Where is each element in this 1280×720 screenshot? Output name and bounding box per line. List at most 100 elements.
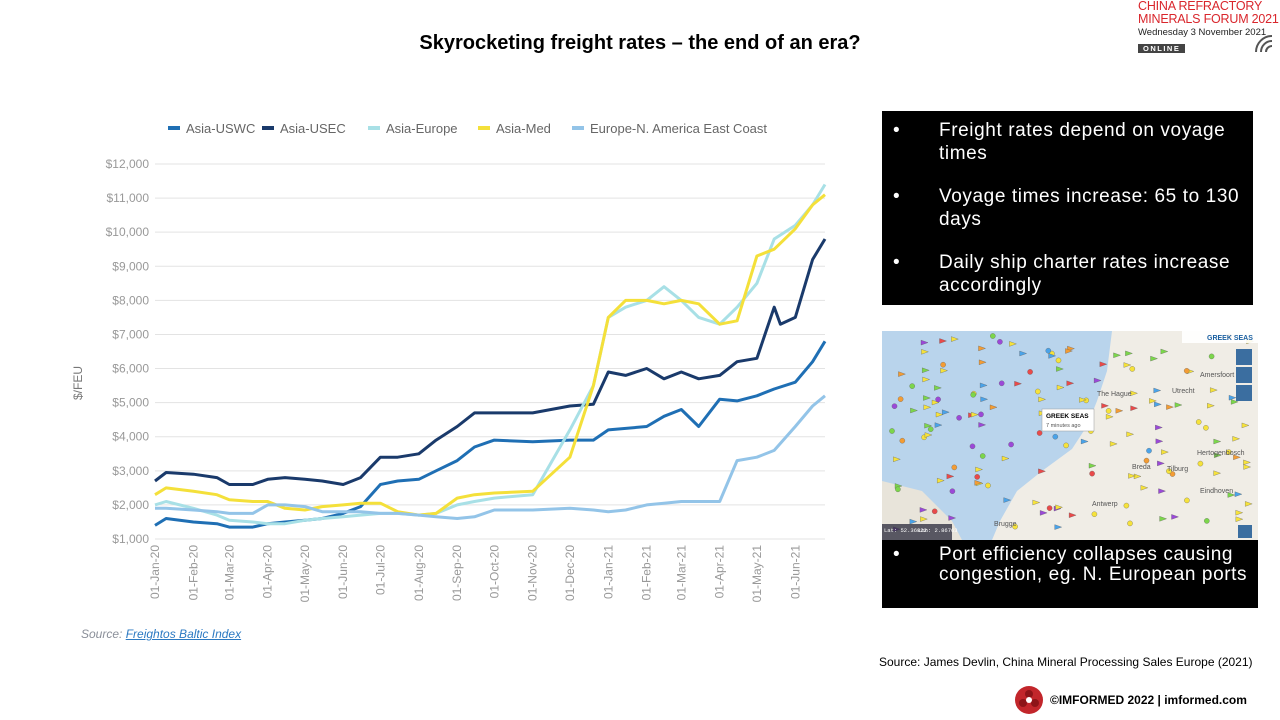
vessel-marker xyxy=(1038,468,1046,475)
info-icon[interactable] xyxy=(1238,525,1252,538)
x-tick-label: 01-Jan-20 xyxy=(148,545,162,599)
map-header xyxy=(1182,331,1258,343)
legend-label: Europe-N. America East Coast xyxy=(590,121,767,136)
imformed-logo-icon xyxy=(1015,686,1043,714)
x-tick-label: 01-Oct-20 xyxy=(487,545,501,599)
vessel-marker xyxy=(924,432,933,438)
place-label: Utrecht xyxy=(1172,388,1195,395)
source-note: Source: James Devlin, China Mineral Proc… xyxy=(879,655,1253,669)
expand-icon[interactable] xyxy=(1236,385,1252,401)
y-tick-label: $8,000 xyxy=(112,293,149,307)
y-tick-label: $11,000 xyxy=(107,191,150,205)
vessel-marker xyxy=(1123,362,1132,368)
place-label: Amersfoort xyxy=(1200,372,1234,379)
vessel-marker xyxy=(934,422,943,428)
vessel-marker xyxy=(1213,438,1222,445)
place-label: Brugge xyxy=(994,521,1017,528)
place-label: Antwerp xyxy=(1092,501,1118,508)
layers-icon[interactable] xyxy=(1236,349,1252,365)
x-tick-label: 01-Jan-21 xyxy=(601,545,615,599)
vessel-marker xyxy=(1127,520,1133,527)
vessel-popup-time: 7 minutes ago xyxy=(1046,423,1081,429)
vessel-marker xyxy=(1019,350,1028,357)
vessel-marker xyxy=(951,336,959,342)
coords-lat: Lat: 52.36822 xyxy=(884,527,927,534)
vessel-marker xyxy=(1123,502,1130,509)
vessel-marker xyxy=(889,428,895,434)
y-tick-label: $10,000 xyxy=(106,225,150,239)
vessel-marker xyxy=(920,516,928,522)
map-toolbar[interactable] xyxy=(1236,349,1252,401)
vessel-marker xyxy=(1149,398,1157,404)
vessel-marker xyxy=(1128,473,1136,479)
vessel-marker xyxy=(1197,460,1204,467)
vessel-marker xyxy=(1105,408,1112,414)
vessel-marker xyxy=(1046,505,1053,511)
y-tick-label: $9,000 xyxy=(112,259,149,273)
forum-logo: CHINA REFRACTORY MINERALS FORUM 2021 Wed… xyxy=(1138,0,1280,56)
legend-label: Asia-USWC xyxy=(186,121,255,136)
bullet-marker: • xyxy=(893,252,901,273)
vessel-popup-name: GREEK SEAS xyxy=(1046,413,1089,420)
place-label: Hertogenbosch xyxy=(1197,450,1245,457)
vessel-marker xyxy=(997,339,1003,345)
vessel-marker xyxy=(1063,442,1069,449)
vessel-marker xyxy=(910,407,918,414)
freightos-link[interactable]: Freightos Baltic Index xyxy=(125,627,242,641)
vessel-marker xyxy=(939,338,947,344)
vessel-marker xyxy=(1036,430,1043,436)
place-label: The Hague xyxy=(1097,391,1132,398)
chart-legend: Asia-USWC Asia-USEC Asia-Europe Asia-Med Eur… xyxy=(168,121,767,136)
vessel-marker xyxy=(1109,441,1118,447)
vessel-marker xyxy=(937,477,945,484)
vessel-marker xyxy=(1234,491,1243,497)
vessel-marker xyxy=(1226,449,1232,455)
vessel-marker xyxy=(1160,348,1169,355)
vessel-marker xyxy=(1184,497,1190,504)
x-axis-ticks: 01-Jan-20 01-Feb-20 01-Mar-20 01-Apr-20 01-M… xyxy=(148,545,802,603)
vessel-marker xyxy=(1230,399,1239,405)
logo-online-badge: ONLINE xyxy=(1138,44,1186,53)
series-line-asia-med xyxy=(154,193,826,517)
vessel-marker xyxy=(1146,447,1152,454)
vessel-marker xyxy=(1171,514,1179,520)
x-tick-label: 01-Jun-20 xyxy=(336,545,350,599)
y-tick-label: $6,000 xyxy=(112,362,149,376)
vessel-marker xyxy=(1014,380,1022,387)
x-tick-label: 01-Nov-20 xyxy=(526,545,540,601)
x-tick-label: 01-Apr-21 xyxy=(713,545,727,599)
vessel-marker xyxy=(998,380,1005,387)
y-tick-label: $5,000 xyxy=(112,396,149,410)
vessel-marker xyxy=(969,443,976,450)
vessel-marker xyxy=(927,426,934,432)
vessel-marker xyxy=(1228,394,1237,401)
vessel-marker xyxy=(975,466,983,473)
vessel-marker xyxy=(1056,384,1065,391)
vessel-marker xyxy=(1214,452,1222,459)
y-tick-label: $12,000 xyxy=(106,157,150,171)
legend-label: Asia-Europe xyxy=(386,121,458,136)
filter-icon[interactable] xyxy=(1236,367,1252,383)
vessel-marker xyxy=(931,508,938,515)
vessel-marker xyxy=(1048,353,1057,359)
vessel-marker xyxy=(1235,516,1244,522)
vessel-marker xyxy=(1105,414,1114,420)
vessel-marker xyxy=(935,411,944,418)
coords-lon: Lon: 2.86763 xyxy=(918,527,958,534)
vessel-marker xyxy=(1066,380,1075,387)
vessel-marker xyxy=(1203,425,1209,431)
x-tick-label: 01-Sep-20 xyxy=(450,545,464,601)
vessel-marker xyxy=(1115,408,1124,414)
logo-date: Wednesday 3 November 2021 xyxy=(1138,27,1267,38)
bullet-panel-bottom: • Port efficiency collapses causing cong… xyxy=(882,540,1258,608)
map-header-label: GREEK SEAS xyxy=(1207,335,1253,342)
x-tick-label: 01-Mar-20 xyxy=(222,545,236,601)
series-line-asia-uswc xyxy=(154,340,827,529)
vessel-marker xyxy=(922,376,931,383)
vessel-marker xyxy=(1125,350,1133,357)
vessel-marker xyxy=(920,339,929,346)
vessel-marker xyxy=(935,396,941,403)
vessel-marker xyxy=(1159,516,1168,522)
vessel-marker xyxy=(1195,419,1202,425)
bullet-text: Freight rates depend on voyage times xyxy=(939,120,1226,164)
